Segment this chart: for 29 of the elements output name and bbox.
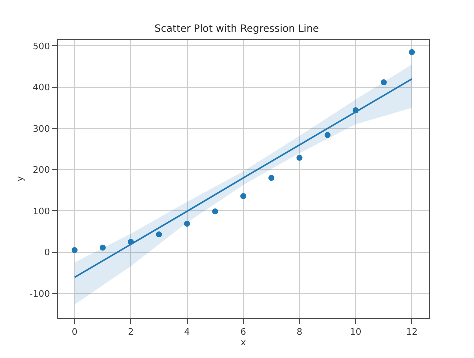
x-axis-title: x [240,338,247,349]
point [296,154,303,161]
x-tick-label: 10 [350,328,362,338]
point [156,232,162,238]
chart-title: Scatter Plot with Regression Line [154,24,320,36]
y-tick-label: -100 [30,290,50,300]
y-tick-label: 400 [33,84,50,94]
y-tick-label: 0 [44,248,50,259]
x-tick-label: 2 [128,328,134,338]
point [381,79,388,86]
y-axis-title: y [16,176,26,182]
y-tick-label: 300 [33,124,50,135]
point [240,193,246,200]
x-tick-label: 8 [296,328,303,338]
line-series [74,78,413,278]
y-tick-label: 500 [33,42,50,52]
x-tick-label: 6 [240,328,247,338]
x-tick-label: 4 [184,328,190,338]
point [72,247,78,254]
point [409,49,416,56]
point [212,208,218,215]
x-tick-label: 0 [72,328,78,338]
x-tick-label: 12 [406,328,418,338]
point [100,244,106,251]
point [268,175,275,182]
y-tick-label: 100 [33,207,50,218]
point [184,220,190,227]
point [324,132,331,138]
y-tick-label: 200 [33,166,50,176]
